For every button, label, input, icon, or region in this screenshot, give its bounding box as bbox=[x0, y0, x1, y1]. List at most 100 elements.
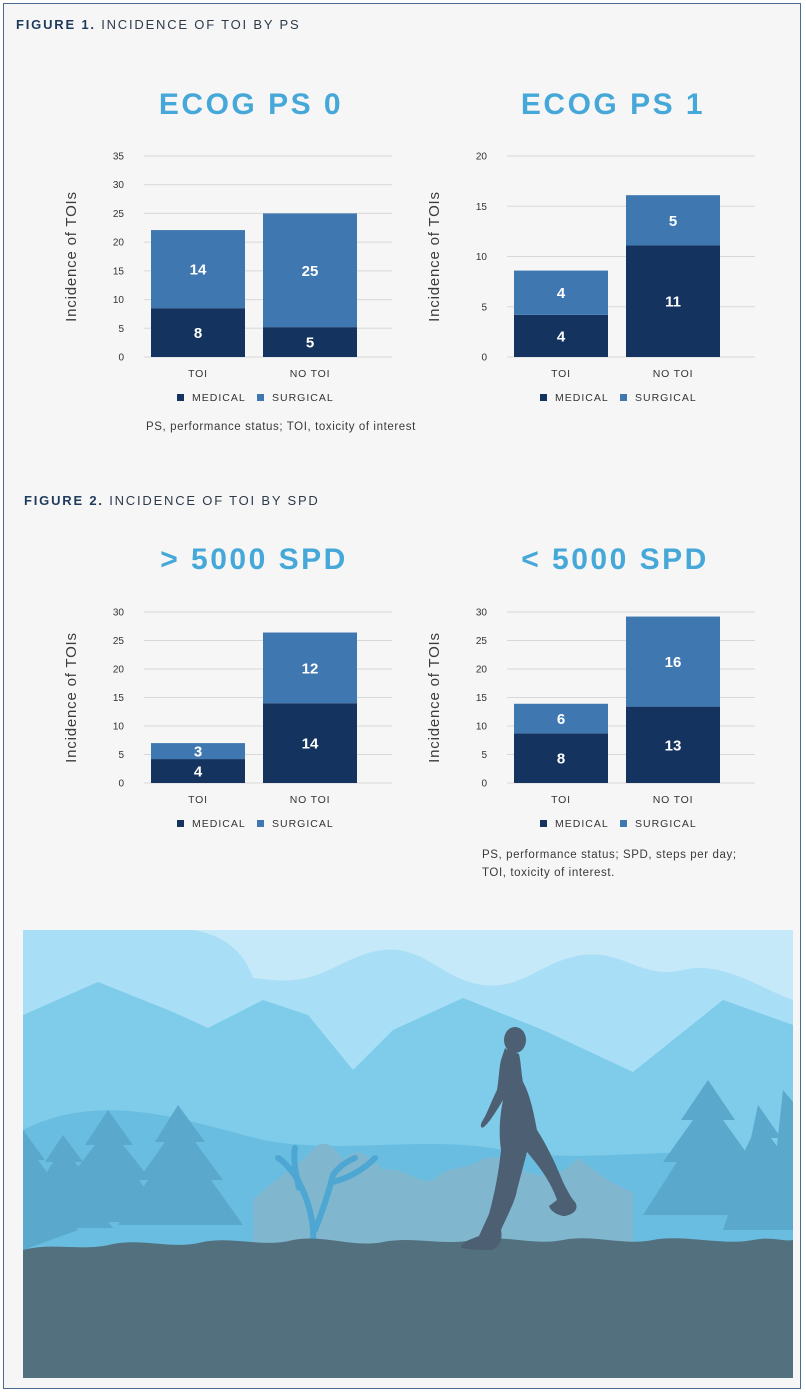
bar-surgical-no-toi bbox=[626, 195, 720, 246]
x-tick-label-toi: TOI bbox=[551, 368, 571, 380]
bar-surgical-no-toi bbox=[626, 616, 720, 707]
legend-label-surgical: SURGICAL bbox=[272, 392, 334, 404]
bar-medical-toi bbox=[151, 759, 245, 783]
legend-swatch-medical bbox=[540, 394, 547, 401]
y-tick-label-30: 30 bbox=[113, 180, 125, 191]
figure-1-number: FIGURE 1. bbox=[16, 17, 96, 32]
data-label-medical-no-toi: 5 bbox=[306, 335, 314, 352]
y-tick-label-35: 35 bbox=[113, 152, 125, 163]
y-tick-label-10: 10 bbox=[476, 722, 488, 733]
data-label-surgical-toi: 3 bbox=[194, 744, 202, 761]
figure-1-footnote: PS, performance status; TOI, toxicity of… bbox=[146, 421, 416, 433]
y-tick-label-5: 5 bbox=[481, 750, 487, 761]
data-label-medical-toi: 8 bbox=[194, 325, 202, 342]
distant-bushes bbox=[253, 1143, 633, 1260]
legend-label-medical: MEDICAL bbox=[192, 818, 246, 830]
legend-swatch-medical bbox=[540, 820, 547, 827]
y-tick-label-20: 20 bbox=[113, 665, 125, 676]
chart-ecog-ps0: Incidence of TOIs 0 5 10 15 20 25 30 35 8 14 TOI 5 25… bbox=[63, 152, 392, 404]
y-tick-label-15: 15 bbox=[113, 693, 125, 704]
y-tick-label-25: 25 bbox=[113, 636, 125, 647]
cloud bbox=[23, 930, 793, 1000]
x-tick-label-no-toi: NO TOI bbox=[653, 368, 694, 380]
y-tick-label-5: 5 bbox=[118, 750, 124, 761]
bar-surgical-no-toi bbox=[263, 632, 357, 704]
y-axis-label: Incidence of TOIs bbox=[426, 632, 443, 763]
chart-spd-gt-5000: Incidence of TOIs 0 5 10 15 20 25 30 4 3 TOI 14 12 NO… bbox=[63, 608, 392, 830]
x-tick-label-no-toi: NO TOI bbox=[290, 794, 331, 806]
y-tick-label-30: 30 bbox=[113, 608, 125, 619]
legend-label-surgical: SURGICAL bbox=[635, 818, 697, 830]
figure-2-footnote-line-2: TOI, toxicity of interest. bbox=[482, 867, 615, 879]
bar-surgical-toi bbox=[514, 703, 608, 734]
left-trees bbox=[23, 1105, 243, 1250]
x-tick-label-toi: TOI bbox=[551, 794, 571, 806]
y-tick-label-5: 5 bbox=[481, 302, 487, 313]
chart-title-spd-gt: > 5000 SPD bbox=[160, 543, 348, 576]
data-label-surgical-no-toi: 16 bbox=[665, 654, 682, 671]
x-tick-label-toi: TOI bbox=[188, 368, 208, 380]
legend-swatch-surgical bbox=[257, 394, 264, 401]
chart-spd-lt-5000: Incidence of TOIs 0 5 10 15 20 25 30 8 6 TOI 13 16 NO… bbox=[426, 608, 755, 830]
chart-ecog-ps1: Incidence of TOIs 0 5 10 15 20 4 4 TOI 11 5 NO TOI M… bbox=[426, 152, 755, 404]
right-trees bbox=[643, 1080, 793, 1230]
bar-surgical-toi bbox=[151, 743, 245, 760]
legend-label-medical: MEDICAL bbox=[555, 818, 609, 830]
x-tick-label-toi: TOI bbox=[188, 794, 208, 806]
y-axis-label: Incidence of TOIs bbox=[63, 632, 80, 763]
data-label-medical-toi: 4 bbox=[557, 328, 566, 345]
bar-medical-no-toi bbox=[263, 327, 357, 357]
data-label-surgical-toi: 6 bbox=[557, 711, 565, 728]
data-label-medical-toi: 4 bbox=[194, 764, 203, 781]
legend-label-medical: MEDICAL bbox=[192, 392, 246, 404]
bar-medical-no-toi bbox=[626, 706, 720, 783]
data-label-surgical-no-toi: 12 bbox=[302, 660, 319, 677]
ground bbox=[23, 1238, 793, 1378]
data-label-medical-no-toi: 14 bbox=[302, 736, 319, 753]
bar-surgical-no-toi bbox=[263, 213, 357, 328]
y-tick-label-30: 30 bbox=[476, 608, 488, 619]
chart-title-ps1: ECOG PS 1 bbox=[520, 88, 706, 121]
walking-person-silhouette bbox=[461, 1048, 577, 1250]
legend-swatch-medical bbox=[177, 820, 184, 827]
y-tick-label-10: 10 bbox=[476, 252, 488, 263]
data-label-medical-no-toi: 11 bbox=[665, 294, 681, 311]
y-tick-label-10: 10 bbox=[113, 295, 125, 306]
y-tick-label-15: 15 bbox=[476, 202, 488, 213]
figure-2-footnote-line-1: PS, performance status; SPD, steps per d… bbox=[482, 849, 737, 861]
figure-1-title: INCIDENCE OF TOI BY PS bbox=[101, 17, 301, 32]
y-tick-label-10: 10 bbox=[113, 722, 125, 733]
y-tick-label-0: 0 bbox=[118, 779, 124, 790]
y-tick-label-0: 0 bbox=[481, 353, 487, 364]
data-label-surgical-toi: 14 bbox=[190, 262, 207, 279]
figure-2-caption: FIGURE 2. INCIDENCE OF TOI BY SPD bbox=[24, 493, 320, 508]
legend-label-surgical: SURGICAL bbox=[635, 392, 697, 404]
y-tick-label-5: 5 bbox=[118, 324, 124, 335]
legend-swatch-surgical bbox=[257, 820, 264, 827]
bar-medical-toi bbox=[514, 314, 608, 357]
legend-swatch-medical bbox=[177, 394, 184, 401]
x-tick-label-no-toi: NO TOI bbox=[290, 368, 331, 380]
y-axis-label: Incidence of TOIs bbox=[426, 191, 443, 322]
y-tick-label-0: 0 bbox=[481, 779, 487, 790]
chart-title-ps0: ECOG PS 0 bbox=[158, 88, 344, 121]
y-tick-label-15: 15 bbox=[113, 266, 125, 277]
bar-medical-toi bbox=[151, 308, 245, 357]
y-tick-label-0: 0 bbox=[118, 353, 124, 364]
data-label-medical-no-toi: 13 bbox=[665, 737, 682, 754]
legend-label-surgical: SURGICAL bbox=[272, 818, 334, 830]
data-label-surgical-toi: 4 bbox=[557, 285, 566, 302]
walking-person-head bbox=[504, 1027, 526, 1053]
y-tick-label-15: 15 bbox=[476, 693, 488, 704]
bar-surgical-toi bbox=[151, 230, 245, 309]
infographic-frame: FIGURE 1. INCIDENCE OF TOI BY PS ECOG PS… bbox=[3, 3, 801, 1389]
y-tick-label-25: 25 bbox=[476, 636, 488, 647]
bare-tree bbox=[275, 1145, 378, 1251]
y-tick-label-20: 20 bbox=[476, 152, 488, 163]
y-axis-label: Incidence of TOIs bbox=[63, 191, 80, 322]
y-tick-label-20: 20 bbox=[476, 665, 488, 676]
walking-person-landscape-illustration bbox=[23, 930, 793, 1378]
figure-2-title: INCIDENCE OF TOI BY SPD bbox=[109, 493, 320, 508]
figure-1-caption: FIGURE 1. INCIDENCE OF TOI BY PS bbox=[16, 17, 300, 32]
figure-2-number: FIGURE 2. bbox=[24, 493, 104, 508]
